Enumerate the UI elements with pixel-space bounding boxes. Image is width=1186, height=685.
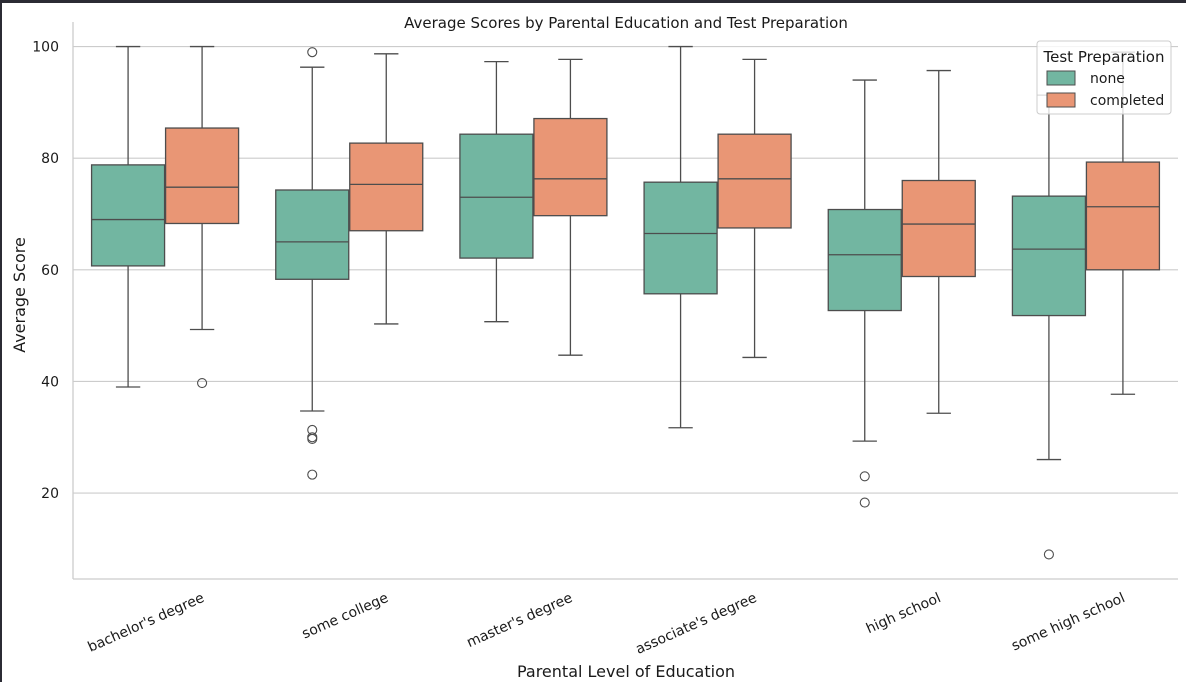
outlier-point — [307, 433, 318, 444]
x-tick-label: bachelor's degree — [86, 590, 207, 656]
y-axis-label: Average Score — [10, 237, 29, 353]
box-none-1 — [275, 47, 350, 480]
iqr-box — [827, 208, 902, 312]
x-tick-label: master's degree — [464, 590, 575, 651]
iqr-box — [1085, 161, 1161, 271]
grid-lines — [73, 45, 1178, 494]
legend-title: Test Preparation — [1043, 48, 1165, 66]
box-completed-0 — [164, 45, 240, 389]
outlier-point — [859, 497, 870, 508]
outlier-point — [1043, 549, 1054, 560]
iqr-box — [459, 133, 534, 259]
y-tick-label: 20 — [41, 486, 59, 502]
chart-title: Average Scores by Parental Education and… — [404, 14, 848, 32]
axes — [72, 22, 1178, 580]
iqr-box — [90, 164, 166, 267]
box-none-0 — [90, 45, 166, 388]
box-completed-4 — [901, 69, 976, 414]
y-tick-label: 100 — [32, 40, 59, 56]
legend: Test Preparation none completed — [1036, 40, 1172, 115]
outlier-point — [197, 378, 208, 389]
outlier-point — [859, 471, 870, 482]
iqr-box — [643, 181, 718, 295]
outlier-point — [307, 47, 318, 58]
x-tick-label: associate's degree — [633, 590, 759, 658]
legend-swatch-completed — [1046, 92, 1076, 108]
y-tick-label: 60 — [41, 263, 59, 279]
box-plot-chart: Average Scores by Parental Education and… — [10, 14, 1178, 681]
x-tick-label: some high school — [1009, 590, 1127, 654]
legend-label-completed: completed — [1090, 93, 1164, 109]
box-none-4 — [827, 79, 902, 508]
box-none-5 — [1011, 94, 1087, 560]
y-tick-label: 40 — [41, 374, 59, 390]
box-none-3 — [643, 45, 718, 429]
outlier-point — [307, 469, 318, 480]
y-tick-labels: 20 40 60 80 100 — [32, 40, 59, 502]
x-axis-label: Parental Level of Education — [517, 662, 735, 681]
iqr-box — [717, 133, 792, 229]
iqr-box — [901, 179, 976, 278]
box-series — [90, 45, 1161, 560]
box-completed-3 — [717, 58, 792, 359]
y-tick-label: 80 — [41, 151, 59, 167]
series-completed — [164, 45, 1161, 414]
iqr-box — [275, 189, 350, 280]
box-completed-5 — [1085, 51, 1161, 395]
iqr-box — [533, 117, 608, 217]
legend-label-none: none — [1090, 71, 1125, 87]
x-tick-label: some college — [300, 590, 391, 642]
series-none — [90, 45, 1087, 560]
iqr-box — [164, 127, 240, 225]
legend-swatch-none — [1046, 70, 1076, 86]
iqr-box — [349, 142, 424, 232]
x-tick-label: high school — [864, 590, 943, 637]
box-completed-1 — [349, 53, 424, 325]
box-completed-2 — [533, 58, 608, 356]
x-tick-labels: bachelor's degree some college master's de… — [86, 590, 1128, 658]
iqr-box — [1011, 195, 1087, 317]
box-none-2 — [459, 60, 534, 323]
